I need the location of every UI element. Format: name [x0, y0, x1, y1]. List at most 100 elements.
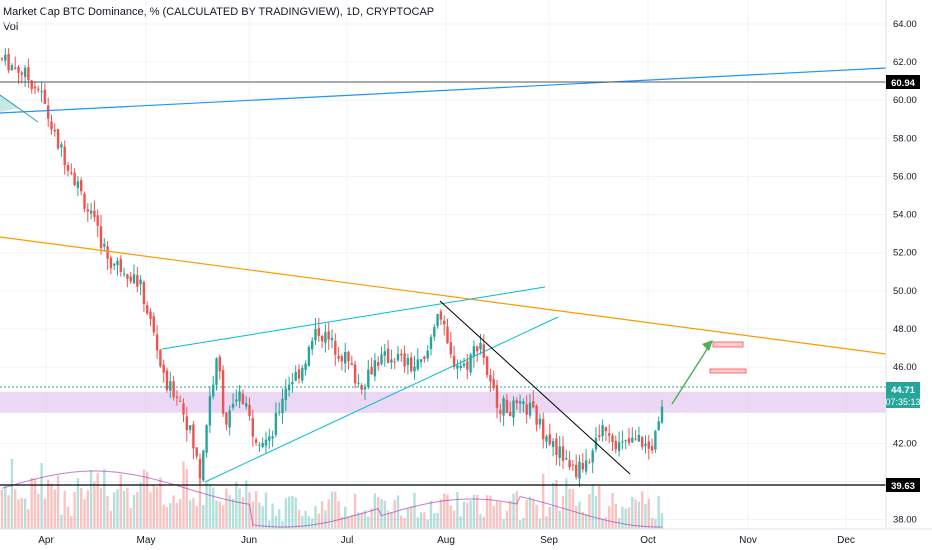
- candle-body: [235, 399, 238, 402]
- candlesticks: [0, 48, 664, 487]
- candle-body: [241, 393, 245, 404]
- candle-body: [261, 442, 264, 447]
- candle-body: [0, 58, 4, 60]
- candle-body: [192, 424, 195, 449]
- volume-bar: [30, 477, 33, 529]
- chart-title: Market Cap BTC Dominance, % (CALCULATED …: [3, 6, 435, 18]
- volume-bar: [215, 500, 218, 529]
- time-scale[interactable]: [0, 529, 932, 550]
- volume-bar: [449, 505, 452, 529]
- candle-body: [410, 357, 413, 371]
- volume-bar: [274, 515, 278, 529]
- volume-bar: [198, 472, 202, 529]
- candle-body: [641, 437, 644, 447]
- down-trendline: [439, 300, 631, 475]
- volume-bar: [565, 478, 568, 529]
- volume-bar: [40, 463, 43, 529]
- volume-bar: [50, 483, 53, 529]
- candle-body: [245, 403, 248, 407]
- candle-body: [159, 349, 162, 367]
- candle-body: [20, 72, 23, 75]
- candle-body: [208, 396, 212, 426]
- candle-body: [212, 384, 215, 397]
- candle-body: [499, 410, 502, 414]
- volume-bar: [476, 494, 479, 529]
- volume-bar: [452, 510, 456, 529]
- candle-body: [76, 181, 80, 188]
- x-tick-label: Sep: [540, 535, 558, 546]
- candle-body: [175, 396, 179, 399]
- volume-bar: [208, 484, 212, 529]
- volume-bar: [287, 496, 291, 529]
- candle-body: [294, 372, 297, 381]
- volume-bar: [581, 511, 584, 529]
- volume-bar: [195, 505, 198, 529]
- volume-bar: [103, 469, 106, 529]
- channel-upper-line: [161, 286, 546, 350]
- volume-bar: [650, 517, 654, 529]
- volume-bar: [654, 519, 657, 529]
- volume-bar: [558, 510, 561, 529]
- candle-body: [70, 172, 73, 174]
- volume-bar: [416, 517, 419, 529]
- candle-body: [627, 438, 631, 443]
- volume-bar: [4, 485, 7, 529]
- volume-bar: [60, 514, 63, 529]
- volume-bars: [0, 458, 664, 529]
- candle-body: [466, 361, 469, 370]
- volume-bar: [241, 497, 245, 529]
- candle-body: [469, 354, 472, 373]
- price-tag-60-94: 60.94: [886, 75, 920, 89]
- volume-bar: [109, 510, 113, 529]
- candle-body: [518, 401, 522, 404]
- candle-body: [215, 358, 218, 385]
- x-tick-label: Oct: [640, 535, 656, 546]
- candle-body: [637, 434, 641, 442]
- volume-bar: [598, 485, 601, 529]
- candle-body: [254, 439, 258, 443]
- volume-bar: [73, 492, 76, 529]
- candle-body: [126, 274, 129, 279]
- candle-body: [512, 400, 515, 418]
- candle-body: [103, 243, 106, 247]
- volume-bar: [419, 512, 423, 529]
- candle-body: [271, 436, 274, 439]
- volume-bar: [561, 496, 565, 529]
- candle-body: [479, 342, 482, 350]
- candle-body: [129, 276, 132, 282]
- volume-bar: [139, 482, 142, 529]
- candle-body: [4, 54, 7, 61]
- volume-bar: [340, 516, 344, 529]
- volume-bar: [297, 509, 301, 529]
- volume-bar: [291, 495, 294, 529]
- candle-body: [99, 226, 103, 249]
- candle-body: [231, 403, 235, 408]
- volume-bar: [314, 505, 317, 529]
- volume-bar: [542, 473, 545, 529]
- volume-bar: [423, 512, 426, 529]
- candle-body: [258, 444, 261, 446]
- candle-body: [571, 464, 575, 466]
- volume-bar: [152, 484, 155, 529]
- volume-bar: [406, 508, 410, 529]
- candle-body: [33, 86, 37, 89]
- volume-bar: [261, 506, 264, 529]
- volume-bar: [489, 495, 492, 529]
- candle-body: [225, 412, 228, 425]
- candle-body: [608, 433, 611, 436]
- x-tick-label: Jul: [341, 535, 354, 546]
- candle-body: [344, 352, 347, 364]
- volume-bar: [37, 494, 40, 529]
- volume-bar: [327, 499, 330, 529]
- volume-bar: [337, 501, 340, 529]
- volume-bar: [116, 489, 119, 529]
- volume-bar: [578, 501, 581, 529]
- volume-bar: [525, 500, 528, 529]
- candle-body: [50, 121, 53, 130]
- y-tick-label: 58.00: [893, 133, 917, 144]
- candle-body: [132, 274, 136, 284]
- target-box-1: [712, 341, 744, 348]
- volume-bar: [7, 495, 10, 529]
- volume-bar: [245, 480, 248, 529]
